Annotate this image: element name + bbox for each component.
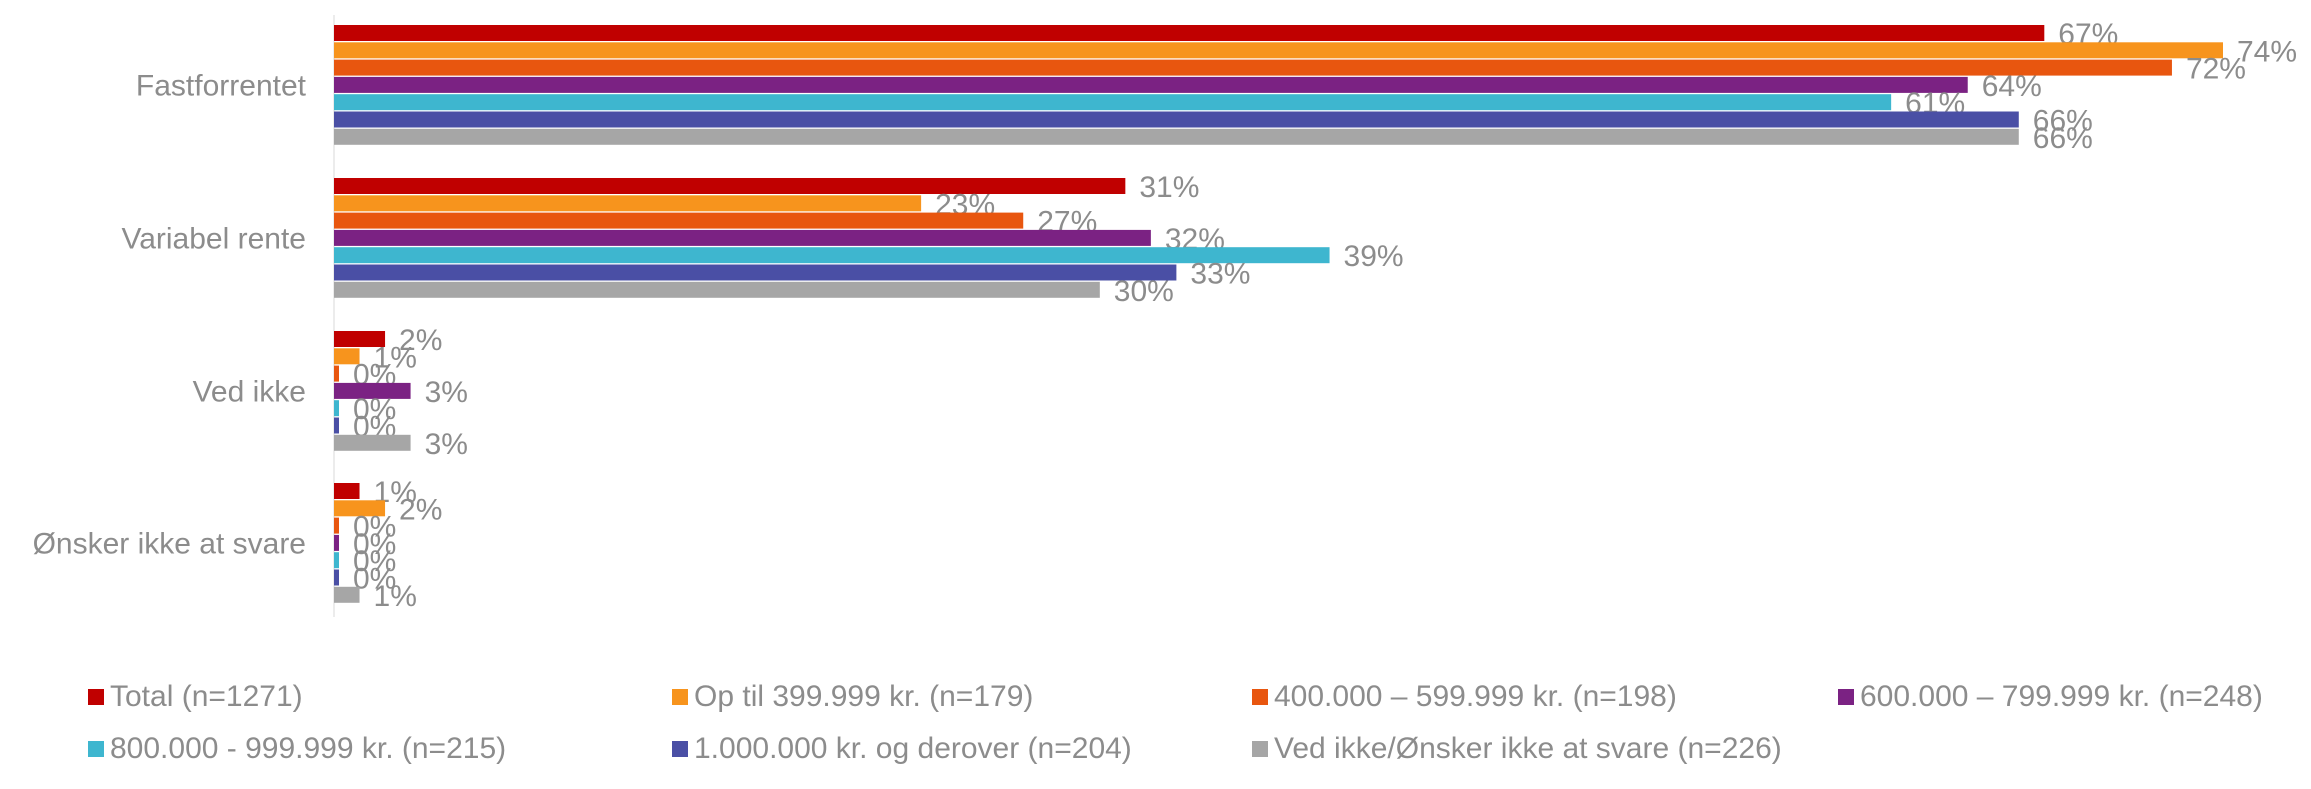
- category-label: Ved ikke: [193, 376, 306, 409]
- data-label: 2%: [399, 324, 442, 357]
- bar: [334, 500, 386, 517]
- bar: [334, 94, 1892, 111]
- bar: [334, 229, 1151, 246]
- bar: [334, 534, 339, 551]
- data-label: 31%: [1139, 171, 1199, 204]
- data-label: 66%: [2033, 122, 2093, 155]
- bar: [334, 76, 1968, 93]
- bar: [334, 247, 1330, 264]
- data-label: 0%: [353, 511, 396, 544]
- bar: [334, 552, 339, 569]
- data-label: 0%: [353, 528, 396, 561]
- bar: [334, 281, 1100, 298]
- data-label: 0%: [353, 563, 396, 596]
- plot-area: Fastforrentet67%74%72%64%61%66%66%Variab…: [33, 15, 2297, 617]
- data-label: 39%: [1344, 240, 1404, 273]
- data-label: 72%: [2186, 53, 2246, 86]
- bar: [334, 348, 360, 365]
- bar: [334, 111, 2019, 128]
- data-label: 0%: [353, 393, 396, 426]
- bar: [334, 417, 339, 434]
- data-label: 0%: [353, 545, 396, 578]
- bar: [334, 382, 411, 399]
- data-label: 30%: [1114, 275, 1174, 308]
- data-label: 33%: [1190, 258, 1250, 291]
- bar: [334, 25, 2045, 41]
- bar: [334, 365, 339, 382]
- bar: [334, 212, 1024, 229]
- data-label: 3%: [425, 376, 468, 409]
- data-label: 1%: [374, 341, 417, 374]
- category-label: Ønsker ikke at svare: [33, 528, 306, 561]
- bar: [334, 178, 1126, 194]
- category-label: Fastforrentet: [136, 70, 307, 103]
- bar: [334, 331, 386, 347]
- bar: [334, 434, 411, 451]
- data-label: 74%: [2237, 35, 2297, 68]
- bar: [334, 264, 1177, 281]
- data-label: 1%: [374, 580, 417, 613]
- data-label: 64%: [1982, 70, 2042, 103]
- bar: [334, 400, 339, 417]
- bar: [334, 128, 2019, 145]
- bar: [334, 483, 360, 499]
- bar: [334, 569, 339, 586]
- bar: [334, 42, 2223, 59]
- data-label: 66%: [2033, 105, 2093, 138]
- bar: [334, 195, 922, 212]
- bar: [334, 517, 339, 534]
- category-label: Variabel rente: [121, 223, 306, 256]
- data-label: 3%: [425, 428, 468, 461]
- bar: [334, 586, 360, 603]
- data-label: 2%: [399, 493, 442, 526]
- bar: [334, 59, 2172, 76]
